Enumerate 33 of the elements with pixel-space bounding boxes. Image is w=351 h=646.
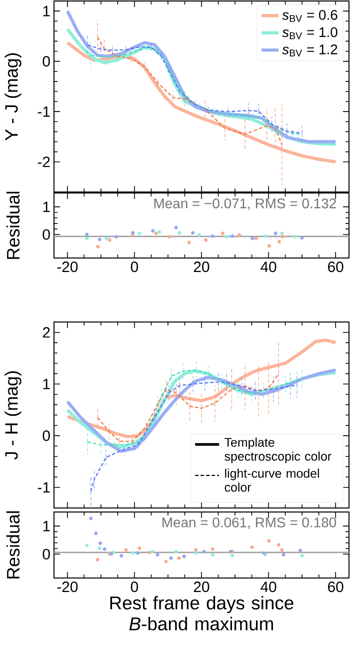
x-tick-label: 60	[328, 262, 344, 272]
y-tick-label: 0	[42, 548, 50, 560]
y-tick-label: 1	[43, 378, 50, 390]
legend-label: s$_{BV}$ = 1.2	[282, 44, 338, 56]
x-tick-label: 0	[130, 582, 138, 592]
y-axis-title: Residual	[6, 192, 20, 259]
annotation: Mean = −0.071, RMS = 0.132	[154, 198, 336, 210]
x-tick-label: 20	[194, 262, 210, 272]
y-tick-label: -1	[38, 482, 50, 492]
annotation: Mean = 0.061, RMS = 0.180	[162, 517, 336, 530]
y-axis-title: Y - J (mag)	[4, 53, 22, 140]
x-tick-label: 60	[328, 582, 344, 592]
y-tick-label: 0	[42, 229, 50, 240]
x-tick-label: 40	[260, 582, 276, 592]
y-tick-label: 0	[42, 430, 50, 441]
x-tick-label: 0	[130, 262, 138, 272]
legend-label: s$_{BV}$ = 0.6	[282, 10, 338, 22]
y-tick-label: -1	[38, 106, 50, 117]
y-tick-label: 1	[43, 202, 50, 212]
y-axis-title: Residual	[6, 511, 20, 578]
x-tick-label: -20	[57, 582, 78, 592]
y-axis-title: J - H (mag)	[4, 371, 22, 460]
x-tick-label: 40	[260, 262, 276, 272]
x-tick-label: -20	[57, 262, 78, 272]
y-tick-label: 0	[42, 56, 50, 67]
y-tick-label: -2	[38, 156, 50, 168]
x-axis-title: Rest frame days since B-band maximum	[110, 596, 294, 630]
y-tick-label: 2	[42, 327, 50, 338]
y-tick-label: 1	[43, 520, 50, 532]
legend-label: s$_{BV}$ = 1.0	[282, 27, 338, 40]
y-tick-label: 1	[43, 6, 50, 16]
legend-label: light-curve model color	[224, 468, 319, 492]
x-tick-label: 20	[194, 582, 210, 592]
